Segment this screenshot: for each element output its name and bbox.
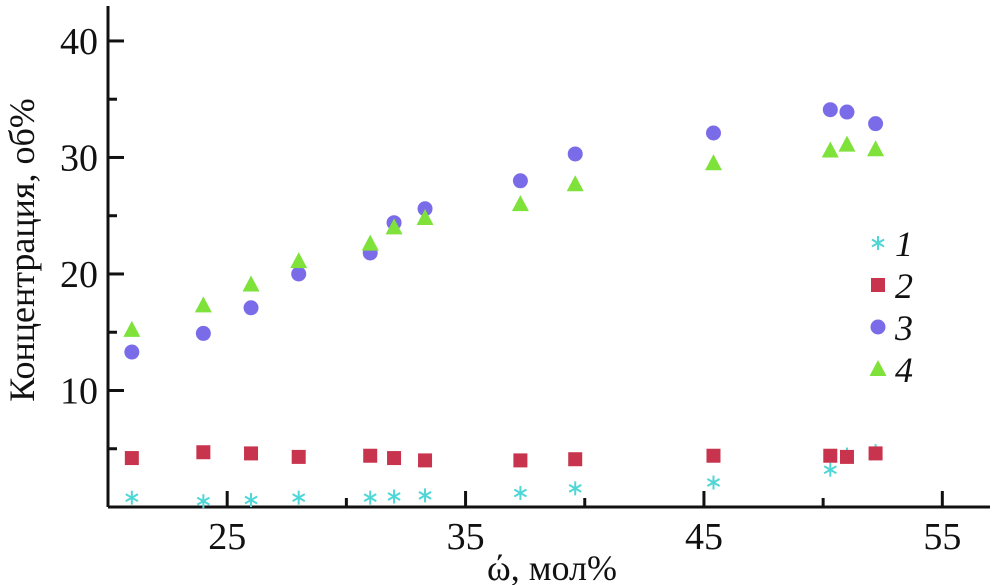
data-point-series-3 <box>195 325 211 341</box>
legend-marker-2 <box>871 278 885 292</box>
data-point-series-2 <box>387 451 402 466</box>
y-tick-label: 10 <box>60 370 98 412</box>
data-point-series-4 <box>821 141 839 158</box>
data-point-series-2 <box>868 446 883 461</box>
data-point-series-3 <box>567 146 583 162</box>
data-point-series-4 <box>361 234 379 251</box>
data-point-series-2 <box>568 452 583 467</box>
data-point-series-1 <box>706 475 721 490</box>
data-point-series-1 <box>125 490 139 505</box>
data-point-series-2 <box>839 449 854 464</box>
data-point-series-3 <box>839 104 855 120</box>
y-tick-label: 20 <box>60 254 98 296</box>
data-point-series-2 <box>823 448 838 463</box>
data-point-series-2 <box>244 446 259 461</box>
legend-marker-4 <box>869 360 887 376</box>
legend-label-2: 2 <box>895 266 913 306</box>
legend-label-3: 3 <box>894 308 913 348</box>
data-point-series-4 <box>416 209 434 226</box>
legend-marker-3 <box>870 319 886 335</box>
data-point-series-3 <box>291 266 307 282</box>
data-point-series-1 <box>292 490 306 505</box>
data-point-series-1 <box>568 481 582 496</box>
data-point-series-4 <box>511 195 529 212</box>
data-point-series-1 <box>244 493 258 508</box>
data-point-series-4 <box>242 275 260 292</box>
data-point-series-3 <box>417 201 433 217</box>
data-point-series-3 <box>243 300 259 316</box>
data-point-series-2 <box>513 453 528 468</box>
data-point-series-4 <box>123 320 141 337</box>
data-point-series-2 <box>706 448 721 463</box>
legend-label-1: 1 <box>895 224 913 264</box>
data-point-series-3 <box>512 173 528 189</box>
data-point-series-2 <box>196 445 211 460</box>
x-tick-label: 45 <box>685 516 723 558</box>
data-point-series-1 <box>513 486 527 501</box>
data-point-series-4 <box>194 296 212 313</box>
data-point-series-3 <box>124 344 140 360</box>
data-point-series-4 <box>385 218 403 235</box>
data-point-series-4 <box>704 154 722 171</box>
data-point-series-2 <box>418 453 433 468</box>
y-axis-label: Концентрация, об% <box>2 98 42 402</box>
y-tick-label: 30 <box>60 137 98 179</box>
data-point-series-4 <box>838 135 856 152</box>
data-point-series-1 <box>418 488 432 503</box>
legend-marker-1 <box>871 236 885 250</box>
data-point-series-1 <box>196 494 210 509</box>
data-point-series-1 <box>363 490 377 505</box>
data-point-series-1 <box>823 462 837 477</box>
data-point-series-2 <box>124 451 139 466</box>
axis-ticks: 10 20 30 40 25 35 45 55 <box>60 21 961 558</box>
data-point-series-3 <box>822 102 838 118</box>
data-point-series-3 <box>705 125 721 141</box>
data-point-series-2 <box>291 449 306 464</box>
x-axis-label: ώ, мол% <box>487 548 617 585</box>
data-point-series-1 <box>387 489 401 504</box>
x-tick-label: 25 <box>208 516 246 558</box>
legend-label-4: 4 <box>895 350 913 390</box>
data-points <box>123 102 885 509</box>
data-point-series-2 <box>363 448 378 463</box>
data-point-series-4 <box>290 252 308 269</box>
x-tick-label: 55 <box>923 516 961 558</box>
x-tick-label: 35 <box>447 516 485 558</box>
y-tick-label: 40 <box>60 21 98 63</box>
data-point-series-3 <box>868 116 884 132</box>
data-point-series-4 <box>566 175 584 192</box>
data-point-series-4 <box>867 140 885 157</box>
